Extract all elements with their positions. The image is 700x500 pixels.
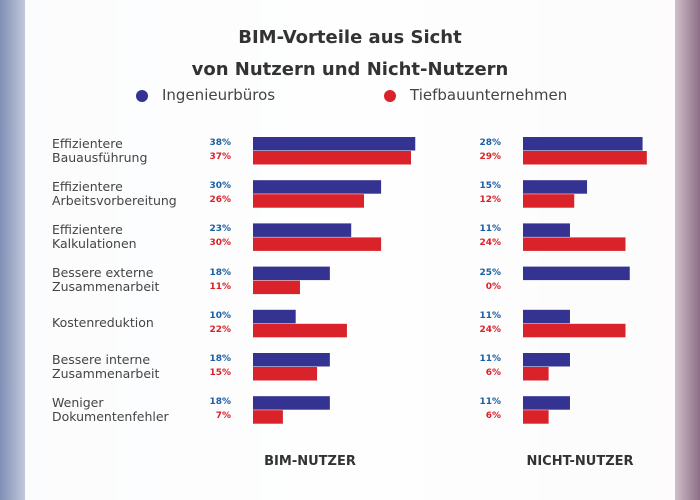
panel-title: BIM-NUTZER	[264, 454, 356, 469]
bar	[523, 223, 570, 237]
value-label: 30%	[209, 181, 231, 192]
bar	[523, 194, 575, 208]
bar	[523, 180, 588, 194]
category-label: Weniger Dokumentenfehler	[52, 394, 169, 424]
bar	[253, 367, 318, 381]
value-label: 11%	[479, 397, 501, 408]
legend-marker	[136, 90, 148, 102]
bar	[523, 410, 549, 424]
bar	[523, 396, 570, 410]
legend-label: Ingenieurbüros	[162, 86, 276, 104]
legend-marker	[384, 90, 396, 102]
bar	[523, 309, 570, 324]
category-label: Bessere externe Zusammenarbeit	[52, 265, 160, 295]
bar	[253, 396, 330, 410]
panel-title: NICHT-NUTZER	[526, 454, 634, 469]
value-label: 37%	[209, 152, 231, 162]
bar	[253, 237, 382, 251]
value-label: 24%	[479, 324, 501, 335]
value-label: 6%	[485, 411, 501, 422]
value-label: 28%	[479, 138, 501, 148]
value-label: 0%	[485, 281, 501, 292]
value-label: 23%	[209, 224, 231, 235]
bar	[523, 151, 647, 165]
value-label: 7%	[215, 411, 231, 422]
bar	[523, 237, 626, 251]
value-label: 18%	[209, 397, 231, 408]
value-label: 30%	[209, 238, 231, 249]
bar	[523, 367, 549, 381]
value-label: 24%	[479, 238, 501, 249]
value-label: 29%	[479, 152, 501, 162]
bar	[253, 323, 347, 338]
bar	[253, 137, 416, 151]
chart-title: BIM-Vorteile aus Sicht von Nutzern und N…	[191, 27, 509, 80]
value-label: 22%	[209, 324, 231, 335]
category-label: Kostenreduktion	[52, 315, 154, 331]
bar	[253, 194, 365, 208]
bar	[253, 151, 411, 165]
category-label: Effizientere Arbeitsvorbereitung	[52, 178, 177, 208]
value-label: 12%	[479, 195, 501, 206]
value-label: 11%	[479, 224, 501, 235]
bar	[523, 323, 626, 338]
category-label: Bessere interne Zusammenarbeit	[52, 351, 160, 381]
value-label: 11%	[479, 354, 501, 364]
value-label: 38%	[209, 138, 231, 148]
value-label: 6%	[485, 368, 501, 378]
bar	[523, 266, 630, 281]
bar	[523, 353, 570, 367]
bar	[253, 266, 330, 281]
bar	[253, 180, 382, 194]
value-label: 10%	[209, 310, 231, 321]
bar	[253, 410, 283, 424]
value-label: 26%	[209, 195, 231, 206]
bar	[253, 223, 352, 237]
bar	[523, 137, 643, 151]
value-label: 15%	[209, 368, 231, 378]
bar	[253, 353, 330, 367]
value-label: 11%	[209, 281, 231, 292]
category-label: Effizientere Bauausführung	[52, 135, 148, 165]
bar	[253, 309, 296, 324]
legend-label: Tiefbauunternehmen	[410, 86, 568, 104]
value-label: 11%	[479, 310, 501, 321]
value-label: 25%	[479, 267, 501, 278]
value-label: 18%	[209, 267, 231, 278]
bar	[253, 280, 300, 295]
value-label: 15%	[479, 181, 501, 192]
value-label: 18%	[209, 354, 231, 364]
category-label: Effizientere Kalkulationen	[52, 221, 137, 251]
